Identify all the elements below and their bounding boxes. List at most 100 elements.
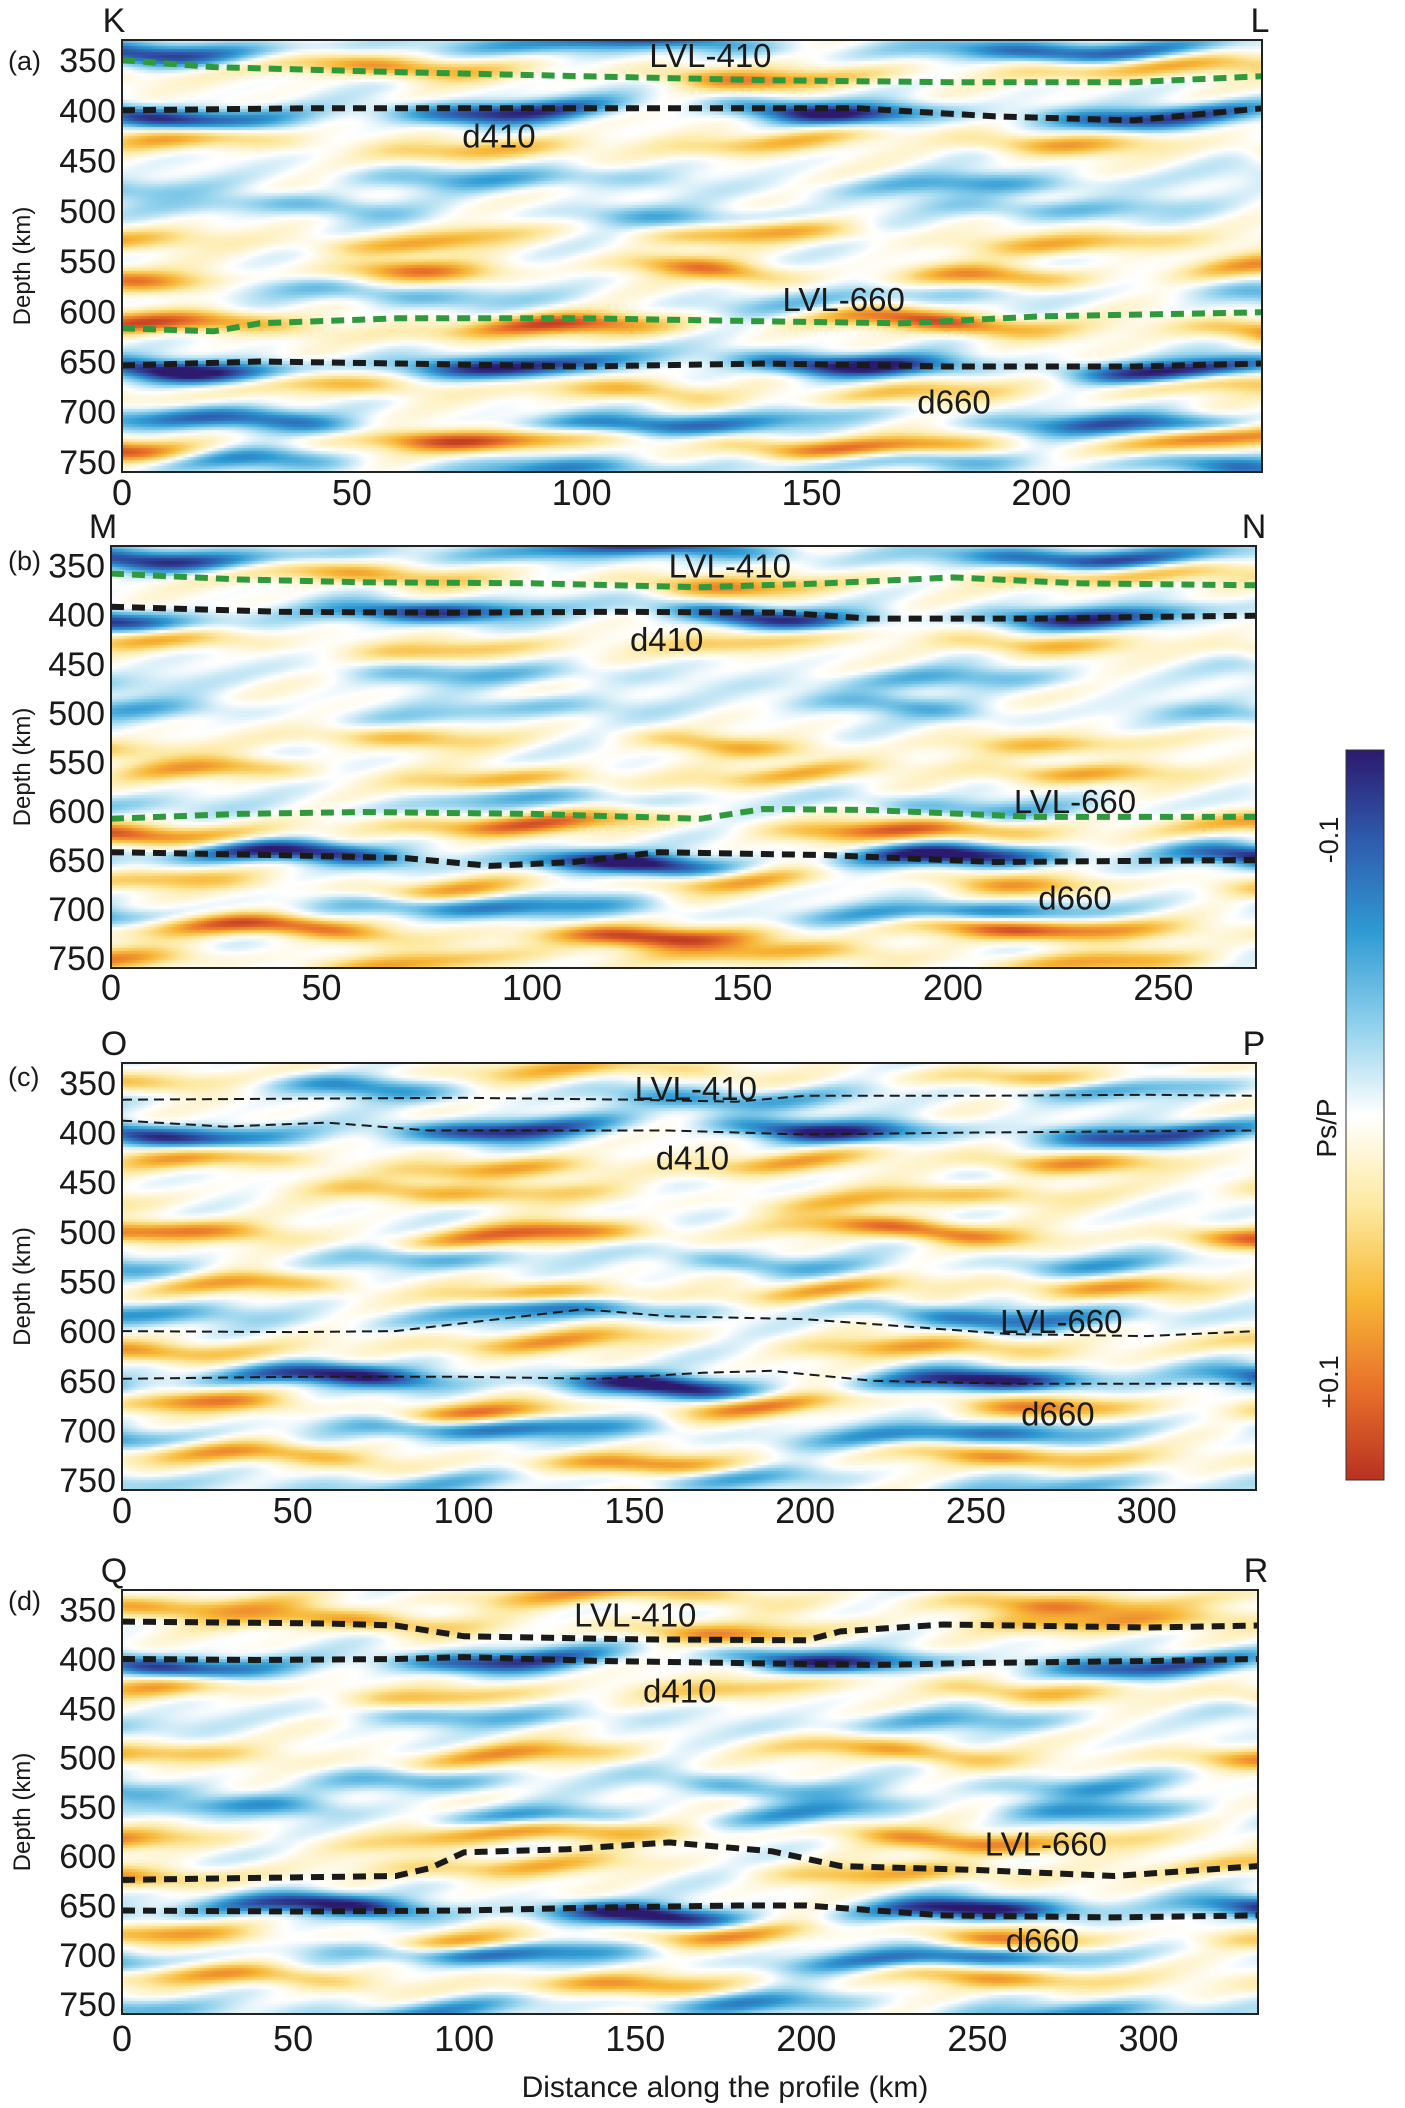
colorbar: Ps/P -0.1 +0.1 [1311,749,1385,1481]
profile-start-label: K [103,2,126,40]
annotation-d660-a: d660 [917,384,990,421]
y-tick-label: 500 [59,1214,116,1252]
y-tick-label: 600 [59,1313,116,1351]
x-tick-label: 50 [332,472,372,513]
panel-frame-c [121,1062,1257,1491]
x-tick-label: 0 [101,967,121,1008]
y-tick-label: 400 [59,1115,116,1153]
y-tick-label: 450 [59,143,116,181]
x-tick-label: 200 [776,2018,836,2059]
y-tick-label: 550 [59,243,116,281]
x-tick-label: 250 [947,2018,1007,2059]
y-tick-label: 500 [48,695,105,733]
panel-label: (d) [8,1586,41,1616]
y-axis-title: Depth (km) [9,207,36,326]
annotation-d410-b: d410 [630,621,703,658]
x-tick-label: 200 [1011,472,1071,513]
y-tick-label: 400 [48,597,105,635]
panel-label: (a) [8,46,41,76]
y-tick-label: 750 [59,1986,116,2024]
y-tick-label: 650 [59,343,116,381]
x-tick-label: 150 [605,2018,665,2059]
boundary-d660-a [122,358,1262,370]
x-tick-label: 150 [781,472,841,513]
x-tick-label: 300 [1118,2018,1178,2059]
annotation-lvl-410-d: LVL-410 [574,1597,696,1634]
y-tick-label: 350 [48,548,105,586]
x-tick-label: 0 [112,472,132,513]
x-tick-label: 200 [923,967,983,1008]
y-tick-label: 750 [59,444,116,482]
boundary-d660-c [122,1369,1256,1385]
annotation-d660-d: d660 [1006,1922,1079,1959]
profile-end-label: N [1242,508,1267,546]
y-tick-label: 500 [59,193,116,231]
y-tick-label: 700 [59,1937,116,1975]
annotation-d410-a: d410 [462,117,535,154]
y-axis-title: Depth (km) [9,708,36,827]
x-tick-label: 100 [502,967,562,1008]
panel-label: (c) [8,1062,39,1092]
profile-end-label: R [1244,1552,1269,1590]
y-tick-label: 650 [59,1363,116,1401]
boundary-lvl-660-d [122,1839,1258,1883]
boundary-d660-b [111,849,1256,869]
boundary-d410-d [122,1654,1258,1668]
boundary-lvl-410-c [122,1093,1256,1103]
x-tick-label: 0 [112,2018,132,2059]
annotation-d660-c: d660 [1021,1396,1094,1433]
x-axis-title: Distance along the profile (km) [522,2071,929,2104]
x-tick-label: 150 [712,967,772,1008]
panel-d: LVL-410d410LVL-660d660350400450500550600… [8,1552,1268,2059]
y-tick-label: 550 [59,1789,116,1827]
panel-label: (b) [8,546,41,576]
profile-start-label: M [89,508,117,546]
boundary-lvl-410-a [122,57,1262,86]
boundary-d410-b [111,603,1256,622]
panel-frame-a [121,39,1263,473]
colorbar-label: Ps/P [1311,1098,1342,1157]
boundary-lvl-660-b [111,805,1256,822]
y-tick-label: 450 [59,1164,116,1202]
y-tick-label: 650 [48,842,105,880]
y-tick-label: 700 [48,891,105,929]
y-tick-label: 600 [59,293,116,331]
annotation-d410-d: d410 [643,1673,716,1710]
y-tick-label: 350 [59,42,116,80]
y-tick-label: 450 [48,646,105,684]
y-axis-title: Depth (km) [9,1753,36,1872]
panel-frame-b [110,545,1257,969]
profile-start-label: Q [101,1552,127,1590]
annotation-lvl-660-c: LVL-660 [1000,1303,1122,1340]
y-tick-label: 750 [48,940,105,978]
boundary-lvl-660-c [122,1308,1256,1338]
annotation-lvl-410-a: LVL-410 [649,37,771,74]
y-tick-label: 350 [59,1065,116,1103]
heatmap-a [122,40,1262,472]
x-tick-label: 250 [946,1490,1006,1531]
boundary-lvl-410-b [111,570,1256,591]
x-tick-label: 250 [1133,967,1193,1008]
annotation-d410-c: d410 [656,1139,729,1176]
heatmap-d [122,1590,1258,2014]
panel-c: LVL-410 d410 LVL-660 d660 350 400 450 500 550 600… [8,1025,1265,1531]
y-tick-label: 550 [59,1263,116,1301]
boundary-d410-a [122,105,1262,124]
y-tick-label: 700 [59,394,116,432]
y-tick-label: 700 [59,1412,116,1450]
boundary-lvl-410-d [122,1618,1258,1644]
boundary-lvl-660-a [122,309,1262,335]
annotation-lvl-660-a: LVL-660 [783,281,905,318]
annotation-d660-b: d660 [1038,879,1111,916]
y-tick-label: 450 [59,1690,116,1728]
profile-panels: LVL-410d410LVL-660d660350400450500550600… [8,2,1269,2059]
y-tick-label: 500 [59,1740,116,1778]
x-tick-label: 100 [434,1490,494,1531]
colorbar-tick-positive: +0.1 [1314,1355,1344,1408]
profile-end-label: P [1243,1025,1266,1063]
boundary-d410-c [122,1119,1256,1136]
annotation-lvl-410-b: LVL-410 [669,548,791,585]
annotation-lvl-660-b: LVL-660 [1014,783,1136,820]
annotation-lvl-410-c: LVL-410 [635,1070,757,1107]
